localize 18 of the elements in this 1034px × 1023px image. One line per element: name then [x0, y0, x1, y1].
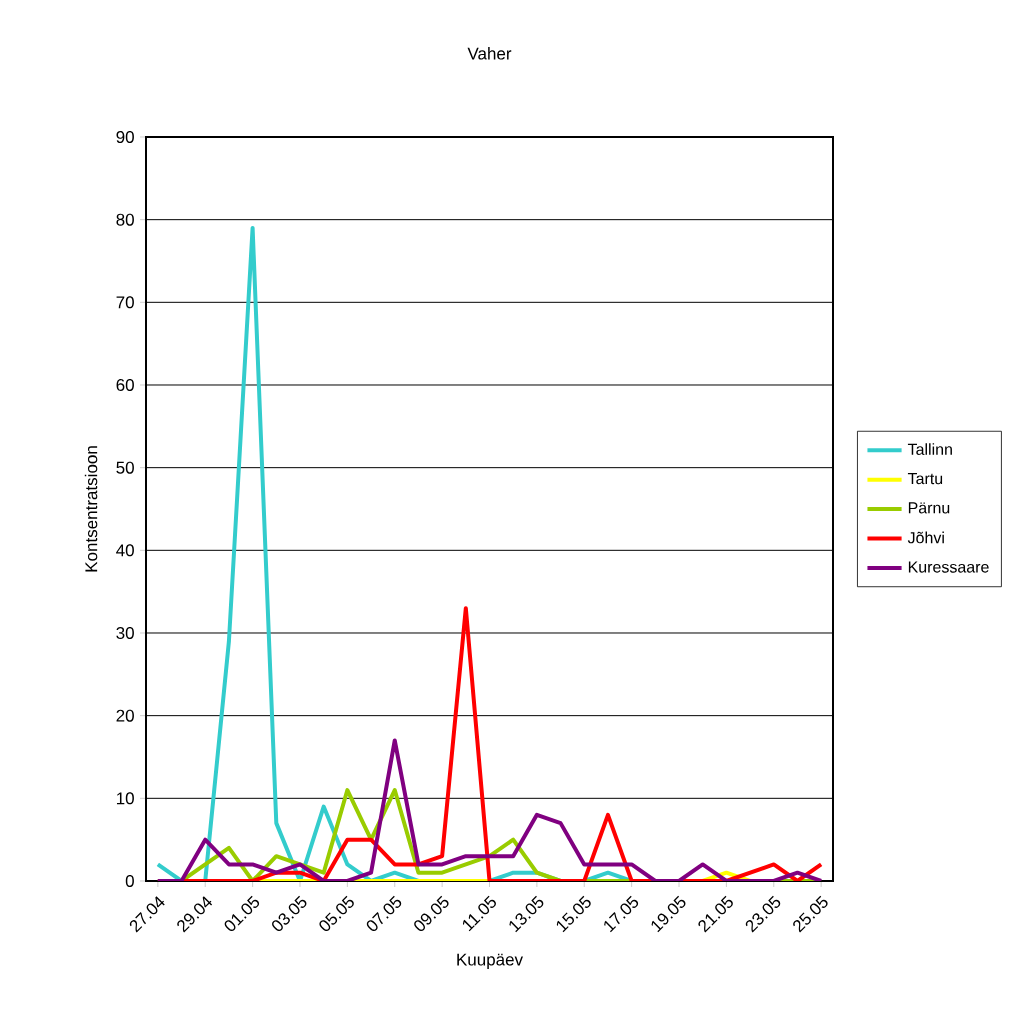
y-tick-label: 40 — [116, 544, 134, 557]
y-tick-label: 0 — [125, 874, 134, 887]
y-tick-label: 10 — [116, 792, 134, 805]
legend-label: Kuressaare — [908, 561, 989, 573]
legend-label: Pärnu — [908, 502, 950, 514]
y-tick-label: 30 — [116, 626, 134, 639]
y-tick-label: 90 — [116, 130, 134, 143]
x-axis-title: Kuupäev — [457, 953, 523, 969]
legend-label: Tallinn — [907, 443, 952, 456]
y-tick-label: 60 — [116, 378, 134, 391]
chart-title: Vaher — [467, 47, 512, 60]
y-tick-label: 80 — [116, 213, 134, 226]
y-tick-label: 20 — [116, 709, 134, 722]
y-tick-label: 70 — [116, 296, 134, 309]
y-axis-title: Kontsentratsioon — [84, 446, 98, 572]
legend-label: Jõhvi — [907, 531, 944, 544]
y-tick-label: 50 — [116, 461, 134, 474]
legend-label: Tartu — [907, 473, 943, 485]
